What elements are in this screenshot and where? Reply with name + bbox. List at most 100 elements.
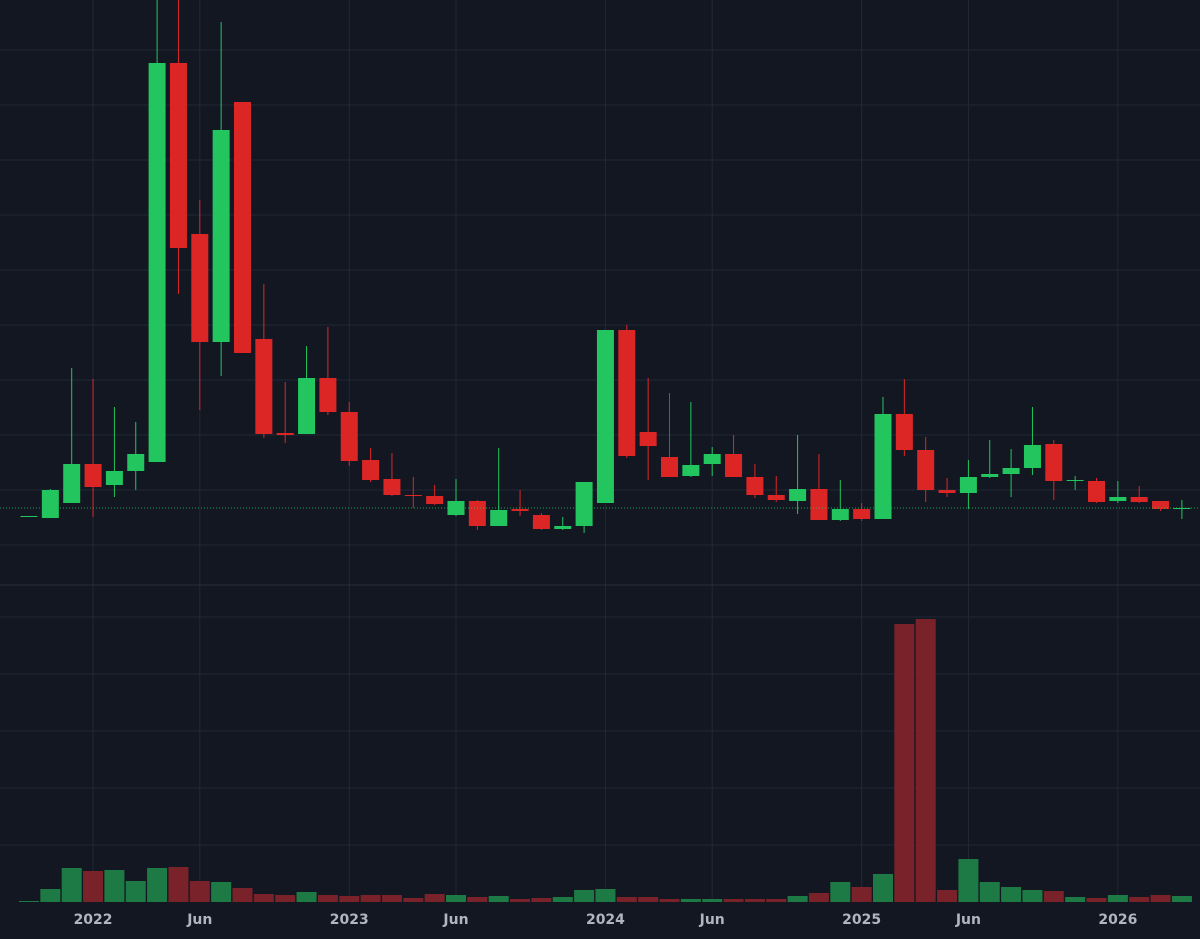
x-tick-label: 2022 <box>74 912 113 928</box>
candle-body <box>831 509 849 520</box>
candle-body <box>959 477 977 493</box>
candle-body <box>1109 497 1127 501</box>
x-tick-label: Jun <box>186 912 212 928</box>
volume-bar <box>1107 895 1128 902</box>
volume-bar <box>211 882 232 902</box>
volume-bar <box>638 897 659 902</box>
candle-body <box>746 477 764 495</box>
candle-body <box>682 465 700 476</box>
volume-bar <box>744 899 765 902</box>
candle-body <box>362 460 380 480</box>
volume-bar <box>915 619 936 902</box>
volume-bar <box>40 889 61 902</box>
candle-body <box>127 454 145 471</box>
candle-body <box>148 63 166 462</box>
volume-bar <box>168 867 189 902</box>
candle-body <box>981 474 999 477</box>
candle-body <box>639 432 657 446</box>
candle-body <box>383 479 401 495</box>
volume-bar <box>360 895 381 902</box>
candle-body <box>340 412 358 461</box>
volume-bar <box>467 897 488 902</box>
volume-bar <box>702 899 723 902</box>
volume-bar <box>424 894 445 902</box>
x-tick-label: 2025 <box>842 912 881 928</box>
volume-bar <box>659 899 680 902</box>
volume-bar <box>189 881 210 902</box>
volume-bar <box>616 897 637 902</box>
candle-body <box>255 339 273 434</box>
candle-body <box>426 496 444 504</box>
volume-bar <box>125 881 146 902</box>
volume-bar <box>1150 895 1171 902</box>
candle-body <box>20 516 38 517</box>
volume-bar <box>488 896 509 902</box>
candle-body <box>41 490 59 518</box>
volume-bar <box>253 894 274 902</box>
candle-body <box>1152 501 1170 509</box>
candle-body <box>298 378 316 434</box>
x-tick-label: 2026 <box>1098 912 1137 928</box>
volume-bar <box>232 888 253 902</box>
candle-body <box>234 102 251 353</box>
candle-body <box>105 471 123 485</box>
candle-body <box>191 234 209 342</box>
volume-bar <box>381 895 402 902</box>
candle-body <box>938 490 956 493</box>
candle-body <box>1130 497 1148 502</box>
volume-bar <box>403 898 424 902</box>
candle-body <box>63 464 81 503</box>
volume-bar <box>808 893 829 902</box>
candle-body <box>169 63 187 248</box>
volume-bar <box>1065 897 1086 902</box>
candle-body <box>917 450 935 490</box>
volume-bar <box>1022 890 1043 902</box>
x-tick-label: Jun <box>955 912 981 928</box>
candle-body <box>319 378 337 412</box>
volume-bar <box>766 899 787 902</box>
candle-body <box>789 489 807 501</box>
candle-body <box>618 330 636 456</box>
volume-bar <box>275 895 296 902</box>
volume-bar <box>680 899 701 902</box>
candle-body <box>554 526 572 529</box>
candle-body <box>703 454 721 464</box>
candle-body <box>1045 444 1063 481</box>
volume-bar <box>104 870 125 902</box>
volume-bar <box>61 868 82 902</box>
volume-bar <box>937 890 958 902</box>
candle-body <box>511 509 529 511</box>
volume-bar <box>83 871 104 902</box>
volume-bar <box>531 898 552 902</box>
candle-body <box>596 330 614 503</box>
x-tick-label: 2024 <box>586 912 625 928</box>
volume-bar <box>1043 891 1064 902</box>
volume-bar <box>1086 898 1107 902</box>
candle-body <box>84 464 102 487</box>
candle-body <box>404 495 422 496</box>
x-tick-label: 2023 <box>330 912 369 928</box>
volume-bar <box>873 874 893 902</box>
candle-body <box>1088 481 1105 502</box>
volume-bar <box>552 897 573 902</box>
candle-body <box>810 489 828 520</box>
volume-bar <box>147 868 168 902</box>
candle-body <box>468 501 486 526</box>
candle-body <box>1002 468 1020 474</box>
x-tick-label: Jun <box>442 912 468 928</box>
volume-bar <box>723 899 744 902</box>
candle-body <box>1173 508 1191 509</box>
candle-body <box>725 454 743 477</box>
candle-body <box>276 433 294 435</box>
volume-bar <box>574 890 595 902</box>
volume-bar <box>1001 887 1022 902</box>
candle-body <box>575 482 593 526</box>
volume-bar <box>851 887 872 902</box>
candle-body <box>532 515 550 529</box>
volume-bar <box>787 896 808 902</box>
volume-bar <box>1129 897 1150 902</box>
candle-body <box>874 414 892 519</box>
volume-bar <box>339 896 360 902</box>
